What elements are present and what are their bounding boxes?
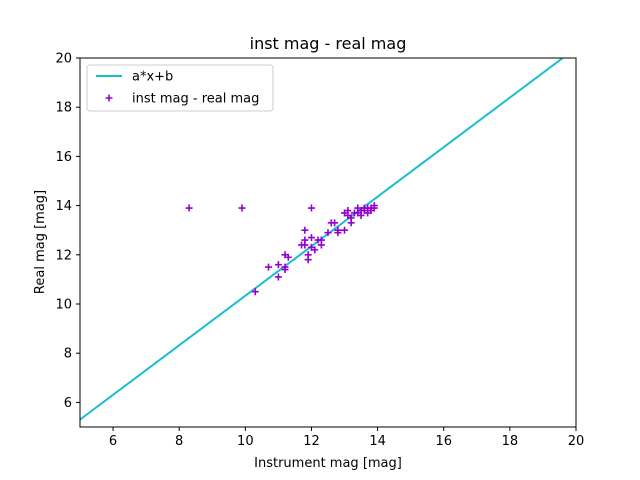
data-point	[284, 253, 292, 261]
data-point	[307, 204, 315, 212]
y-tick-label: 20	[55, 52, 72, 67]
data-point	[370, 204, 378, 212]
data-point	[324, 229, 332, 237]
data-point	[274, 273, 282, 281]
data-point	[238, 204, 246, 212]
data-point	[344, 207, 352, 215]
legend-box	[86, 64, 274, 112]
data-point	[317, 236, 325, 244]
y-tick-label: 18	[55, 101, 72, 116]
chart-title: inst mag - real mag	[250, 34, 407, 53]
data-point	[281, 263, 289, 271]
y-tick-label: 6	[64, 396, 72, 411]
x-axis-label: Instrument mag [mag]	[254, 456, 402, 471]
data-point	[347, 214, 355, 222]
x-tick-label: 6	[109, 434, 117, 449]
x-tick-label: 12	[303, 434, 320, 449]
legend: a*x+b inst mag - real mag	[86, 64, 274, 112]
y-tick-label: 14	[55, 199, 72, 214]
data-point	[264, 263, 272, 271]
y-axis-label: Real mag [mag]	[33, 190, 48, 294]
axes-frame	[79, 57, 577, 428]
x-tick-label: 10	[237, 434, 254, 449]
legend-label-fit-line: a*x+b	[132, 70, 173, 85]
data-point	[334, 229, 342, 237]
y-tick-label: 8	[64, 347, 72, 362]
plot-area	[80, 58, 564, 421]
data-point	[185, 204, 193, 212]
data-point	[301, 226, 309, 234]
data-point	[357, 211, 365, 219]
data-point	[311, 246, 319, 254]
x-tick-label: 8	[175, 434, 183, 449]
legend-label-points: inst mag - real mag	[132, 92, 259, 107]
data-point	[304, 256, 312, 264]
x-axis: 6 8 10 12 14 16 18 20	[109, 427, 584, 449]
data-point	[251, 288, 259, 296]
legend-marker-swatch	[105, 94, 113, 102]
data-point	[331, 219, 339, 227]
y-tick-label: 12	[55, 248, 72, 263]
y-tick-label: 16	[55, 150, 72, 165]
data-point	[341, 226, 349, 234]
y-axis: 6 8 10 12 14 16 18 20	[55, 52, 80, 411]
x-tick-label: 14	[369, 434, 386, 449]
x-tick-label: 20	[568, 434, 585, 449]
legend-plus-marker	[105, 94, 113, 102]
y-tick-label: 10	[55, 298, 72, 313]
data-point	[274, 261, 282, 269]
data-point	[307, 234, 315, 242]
x-tick-label: 18	[502, 434, 519, 449]
data-point	[301, 241, 309, 249]
x-tick-label: 16	[435, 434, 452, 449]
